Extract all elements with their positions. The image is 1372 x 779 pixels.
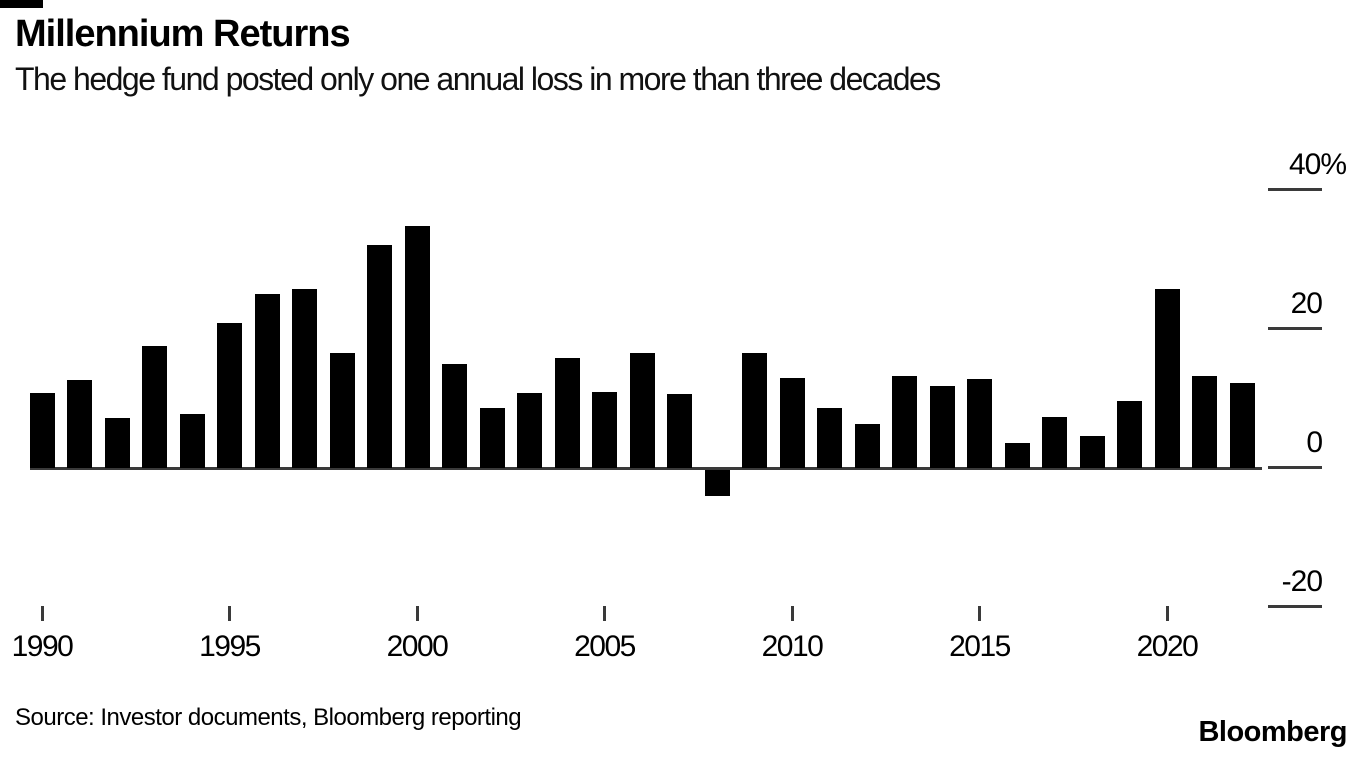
x-axis-label-2005: 2005 xyxy=(574,630,636,663)
y-tick-dash-0 xyxy=(1268,466,1322,469)
x-axis-baseline xyxy=(29,467,1262,470)
x-tick-1995 xyxy=(228,606,231,621)
bar-2006 xyxy=(629,352,655,468)
bar-2002 xyxy=(479,408,505,468)
bar-2019 xyxy=(1117,400,1142,468)
x-axis-label-1990: 1990 xyxy=(11,630,74,663)
bar-2000 xyxy=(404,226,430,468)
bar-2021 xyxy=(1192,375,1217,468)
bar-2013 xyxy=(892,375,917,468)
y-axis-label-0: 0 xyxy=(1306,426,1323,459)
bar-1998 xyxy=(329,352,355,468)
y-axis-label--20: -20 xyxy=(1281,565,1323,598)
x-axis-label-2015: 2015 xyxy=(949,630,1011,663)
bar-2015 xyxy=(967,379,992,468)
x-axis-label-2000: 2000 xyxy=(386,630,449,663)
y-tick-dash-40 xyxy=(1268,188,1322,191)
bar-1997 xyxy=(292,288,317,468)
bar-1992 xyxy=(104,417,130,468)
source-caption: Source: Investor documents, Bloomberg re… xyxy=(15,704,522,731)
bar-1990 xyxy=(29,392,55,468)
x-axis-label-1995: 1995 xyxy=(199,630,261,663)
bar-2005 xyxy=(592,391,617,468)
bar-1994 xyxy=(179,414,205,468)
x-tick-2005 xyxy=(603,606,606,621)
bar-2008 xyxy=(704,470,730,496)
x-tick-2010 xyxy=(790,606,794,621)
chart-subtitle: The hedge fund posted only one annual lo… xyxy=(15,61,941,97)
bar-2010 xyxy=(779,377,805,468)
bar-2020 xyxy=(1154,288,1180,468)
x-tick-1990 xyxy=(40,606,44,621)
bar-2017 xyxy=(1042,417,1067,468)
bar-2003 xyxy=(517,392,542,468)
bloomberg-logo: Bloomberg xyxy=(1198,716,1347,748)
x-tick-2000 xyxy=(415,606,419,621)
x-tick-2020 xyxy=(1165,606,1169,621)
x-axis-label-2020: 2020 xyxy=(1136,630,1199,663)
bar-2001 xyxy=(442,364,467,468)
bar-1991 xyxy=(67,380,92,468)
bar-2022 xyxy=(1229,383,1255,468)
bar-1999 xyxy=(367,244,392,468)
bar-1995 xyxy=(217,323,242,468)
bar-2014 xyxy=(929,385,955,468)
x-axis-label-2010: 2010 xyxy=(761,630,824,663)
y-tick-dash-20 xyxy=(1268,327,1322,330)
bar-2004 xyxy=(554,358,580,468)
bar-2012 xyxy=(854,424,880,468)
x-tick-2015 xyxy=(978,606,981,621)
bar-2009 xyxy=(742,352,767,468)
bar-2018 xyxy=(1079,436,1105,468)
bar-2007 xyxy=(667,394,692,468)
bar-2011 xyxy=(817,408,842,468)
bar-1993 xyxy=(142,345,167,468)
bar-2016 xyxy=(1004,442,1030,468)
top-left-black-bar xyxy=(0,0,43,8)
y-axis-label-20: 20 xyxy=(1290,287,1323,320)
y-tick-dash--20 xyxy=(1268,605,1322,608)
y-axis-label-40: 40% xyxy=(1288,148,1347,181)
bar-1996 xyxy=(254,293,280,468)
chart-title: Millennium Returns xyxy=(15,13,351,55)
